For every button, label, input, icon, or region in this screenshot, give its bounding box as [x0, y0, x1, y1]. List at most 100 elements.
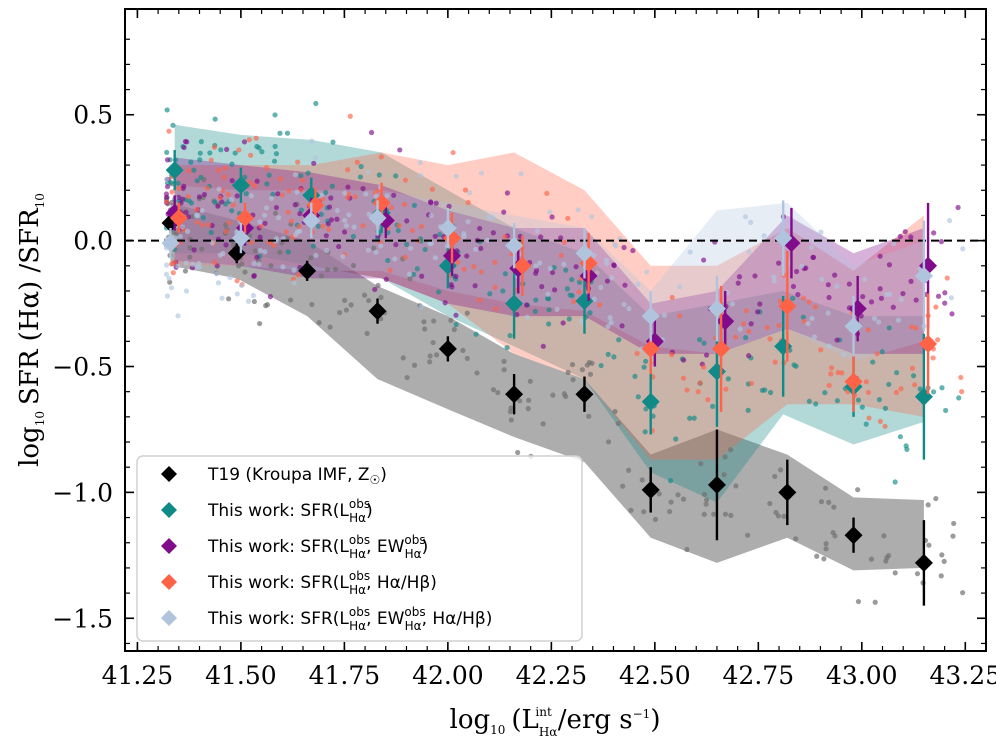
scatter-point [217, 252, 223, 258]
scatter-point [167, 279, 173, 285]
scatter-point [752, 273, 758, 279]
scatter-point [558, 235, 564, 241]
scatter-point [605, 439, 612, 445]
scatter-point [840, 352, 847, 358]
scatter-point [164, 149, 170, 155]
legend: T19 (Kroupa IMF, Z☉) This work: SFR(Lobs H… [136, 455, 583, 642]
scatter-point [680, 496, 687, 502]
scatter-point [225, 191, 231, 198]
scatter-point [222, 165, 228, 171]
scatter-point [612, 408, 618, 415]
scatter-point [407, 276, 413, 282]
scatter-point [681, 357, 687, 363]
scatter-point [502, 271, 508, 277]
scatter-point [587, 310, 593, 316]
scatter-point [324, 247, 330, 254]
scatter-point [939, 385, 945, 391]
scatter-point [956, 395, 962, 401]
scatter-point [855, 598, 862, 605]
scatter-point [169, 261, 175, 267]
x-tick-label: 41.25 [102, 661, 174, 690]
scatter-point [799, 263, 805, 269]
scatter-point [320, 223, 326, 229]
scatter-point [776, 260, 782, 266]
scatter-point [402, 177, 409, 183]
scatter-point [371, 245, 377, 251]
scatter-point [643, 406, 649, 412]
scatter-point [363, 191, 369, 197]
scatter-point [502, 234, 508, 240]
scatter-point [668, 499, 674, 505]
scatter-point [809, 315, 815, 321]
scatter-point [464, 355, 470, 362]
scatter-point [733, 483, 739, 489]
scatter-point [871, 315, 878, 322]
scatter-point [950, 533, 956, 539]
scatter-point [722, 511, 729, 517]
data-point-series-3 [844, 372, 863, 391]
scatter-point [883, 558, 889, 564]
scatter-point [742, 214, 749, 220]
scatter-point [352, 194, 358, 200]
scatter-point [346, 212, 352, 218]
scatter-point [876, 319, 882, 325]
scatter-point [955, 204, 961, 211]
scatter-point [176, 185, 182, 191]
scatter-point [933, 304, 939, 310]
scatter-point [465, 219, 471, 225]
scatter-point [639, 477, 645, 483]
scatter-point [384, 193, 390, 199]
scatter-point [396, 222, 402, 229]
scatter-point [478, 269, 484, 275]
scatter-point [951, 520, 957, 527]
binned-markers [161, 149, 938, 606]
scatter-point [701, 340, 707, 346]
scatter-point [549, 269, 556, 276]
scatter-point [184, 228, 191, 234]
scatter-point [187, 254, 193, 260]
scatter-point [251, 272, 257, 279]
scatter-point [461, 233, 467, 240]
scatter-point [515, 449, 521, 456]
scatter-point [874, 351, 880, 357]
scatter-point [336, 243, 342, 250]
scatter-point [277, 249, 283, 256]
scatter-point [546, 321, 552, 327]
data-point-series-3 [712, 339, 731, 358]
scatter-point [164, 107, 170, 113]
scatter-point [892, 570, 898, 576]
scatter-point [357, 174, 364, 180]
scatter-point [204, 185, 210, 191]
scatter-point [428, 212, 434, 219]
scatter-point [334, 207, 340, 214]
scatter-point [419, 273, 425, 279]
legend-label-3: This work: SFR(Lobs Hα, Hα/Hβ) [207, 569, 437, 597]
scatter-point [839, 370, 845, 376]
scatter-point [634, 350, 640, 357]
scatter-point [822, 485, 829, 491]
scatter-point [876, 397, 883, 403]
scatter-point [291, 280, 297, 286]
scatter-point [421, 319, 427, 325]
band-series-0 [170, 202, 924, 571]
scatter-point [453, 273, 459, 279]
scatter-point [673, 436, 679, 442]
scatter-point [948, 295, 955, 301]
scatter-point [163, 262, 170, 268]
scatter-point [540, 343, 546, 349]
scatter-point [865, 327, 871, 333]
scatter-point [725, 376, 731, 382]
scatter-point [417, 160, 423, 166]
scatter-point [163, 199, 170, 205]
scatter-point [661, 312, 668, 318]
data-point-series-4 [161, 234, 180, 253]
scatter-point [432, 233, 438, 239]
scatter-point [565, 369, 571, 376]
scatter-point [373, 249, 379, 255]
scatter-point [350, 262, 357, 269]
scatter-point [635, 394, 641, 400]
data-point-series-0 [368, 302, 387, 321]
scatter-point [628, 507, 634, 513]
scatter-point [288, 297, 294, 303]
scatter-point [897, 434, 903, 440]
